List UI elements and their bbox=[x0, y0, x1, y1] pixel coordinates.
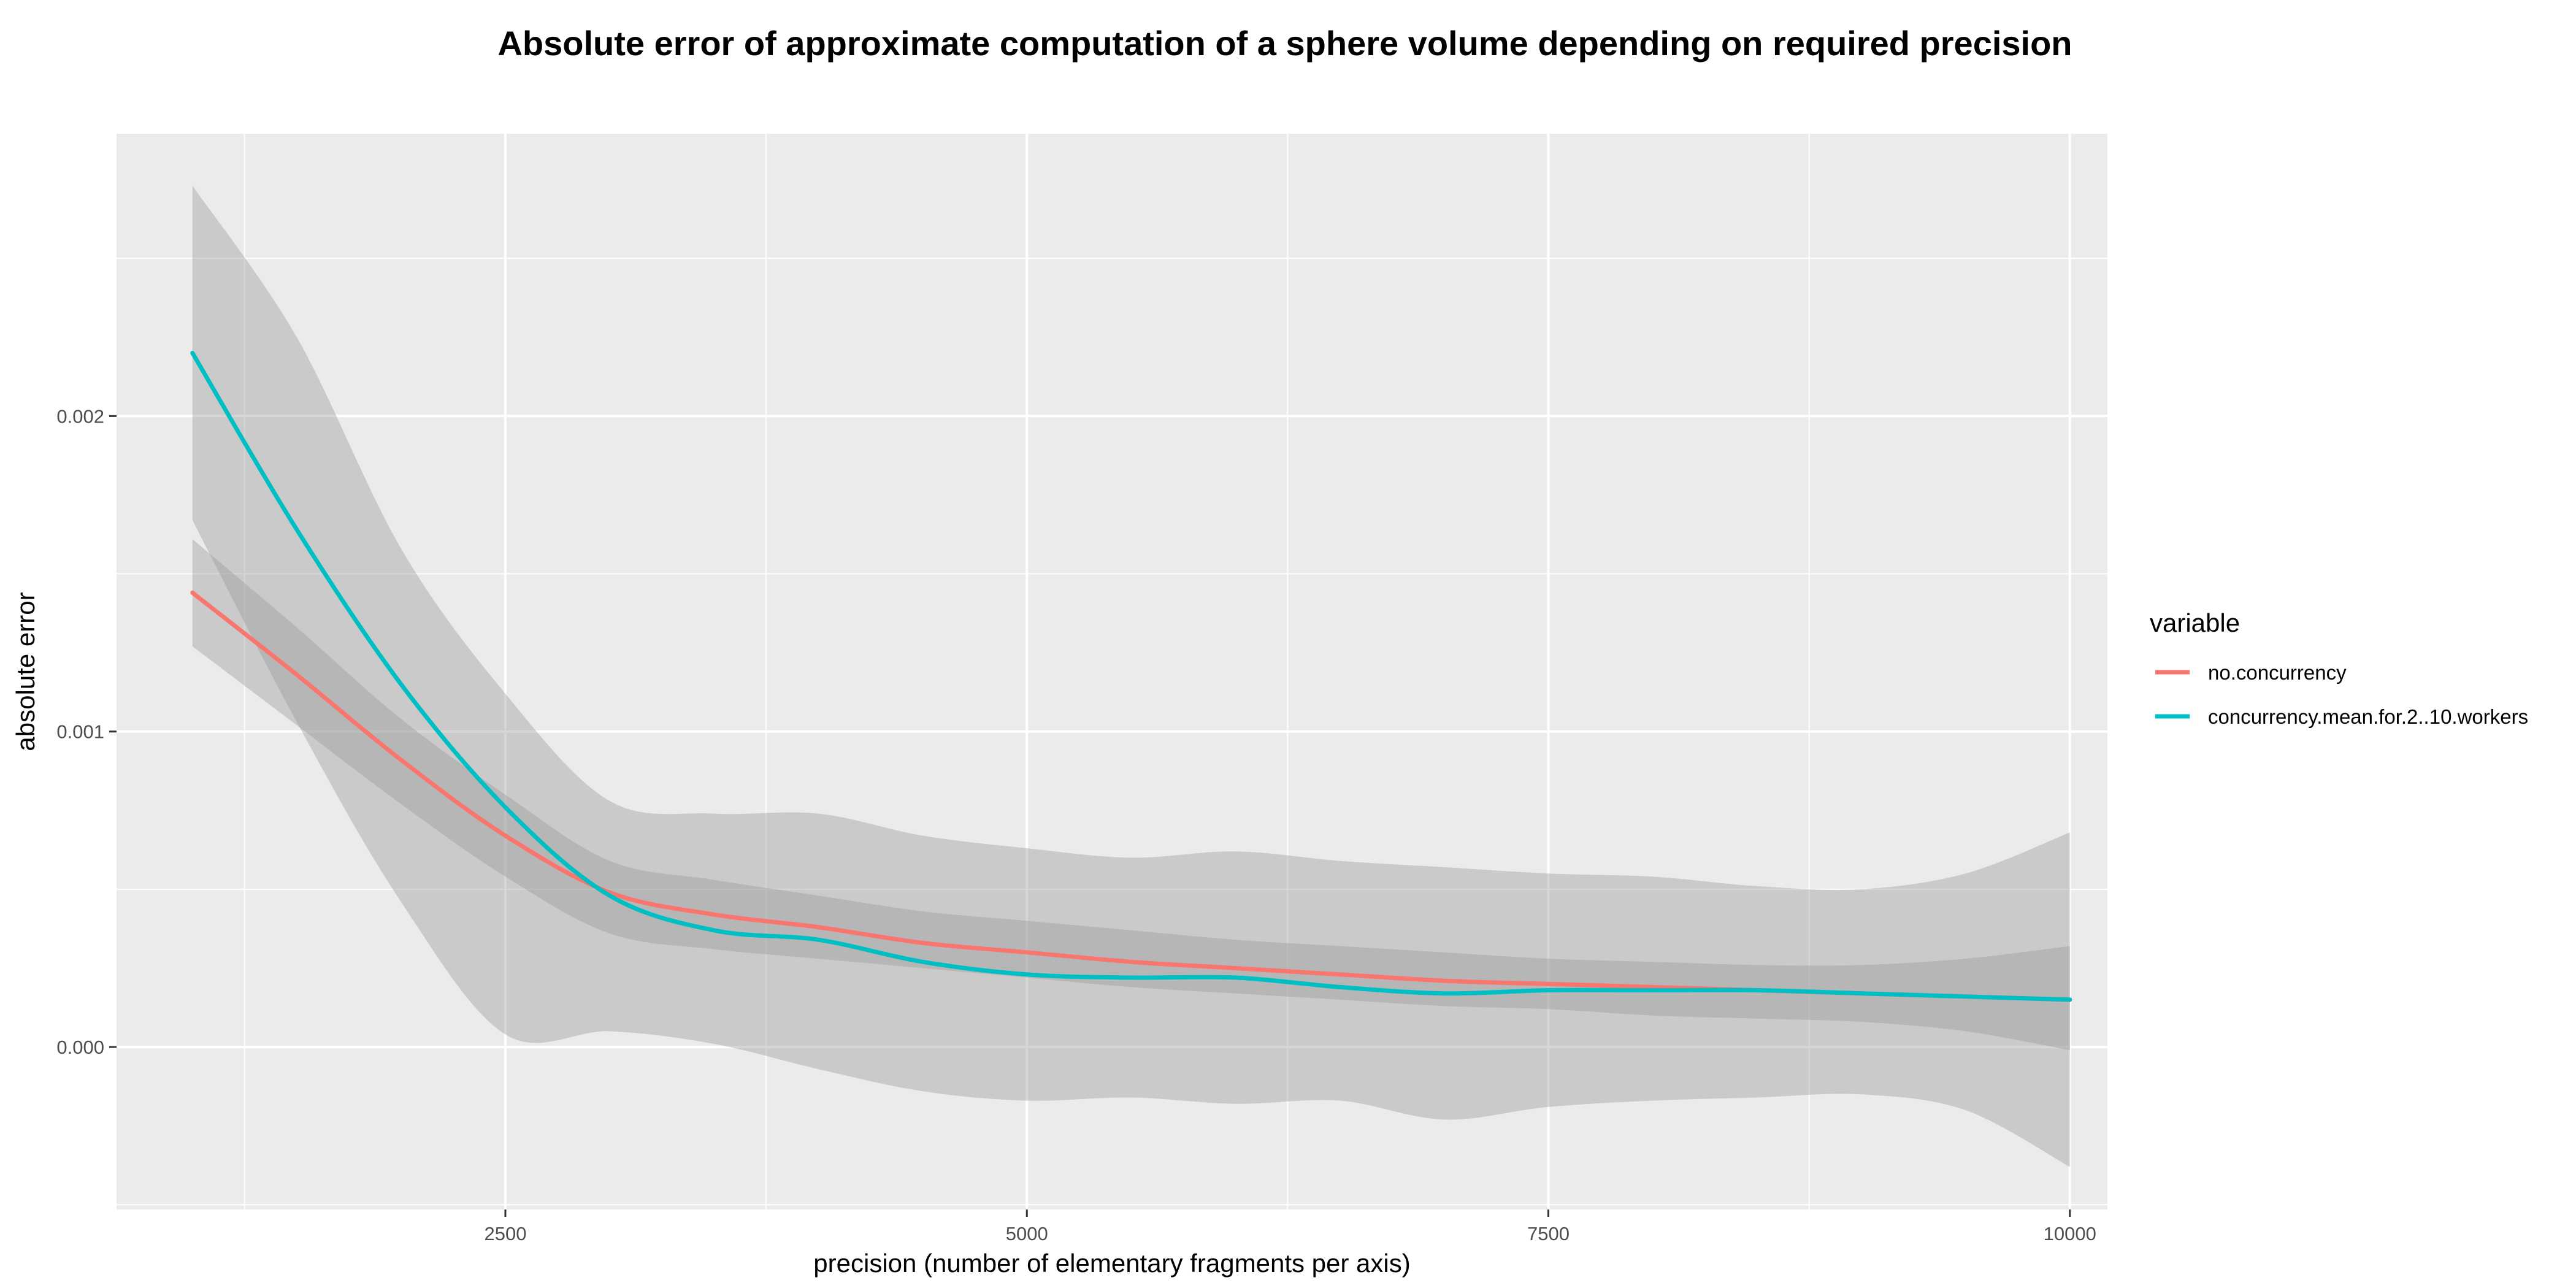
axes: 2500 5000 7500 10000 0.000 0.001 0.002 bbox=[56, 405, 2096, 1244]
confidence-ribbon bbox=[192, 539, 2070, 1051]
y-tick-label: 0.002 bbox=[56, 405, 104, 427]
x-tick-label: 10000 bbox=[2044, 1223, 2096, 1244]
chart-title: Absolute error of approximate computatio… bbox=[497, 24, 2072, 63]
x-axis-title: precision (number of elementary fragment… bbox=[813, 1249, 1410, 1278]
legend-label: no.concurrency bbox=[2208, 661, 2347, 684]
y-axis-title: absolute error bbox=[11, 592, 40, 751]
y-tick-label: 0.000 bbox=[56, 1037, 104, 1058]
y-tick-label: 0.001 bbox=[56, 721, 104, 743]
plot-panel bbox=[117, 134, 2107, 1209]
legend-title: variable bbox=[2150, 608, 2240, 637]
x-tick-label: 7500 bbox=[1527, 1223, 1570, 1244]
minor-grid bbox=[117, 134, 2107, 1209]
confidence-ribbon bbox=[192, 185, 2070, 1167]
confidence-ribbons bbox=[192, 185, 2070, 1167]
x-tick-label: 2500 bbox=[484, 1223, 526, 1244]
x-tick-label: 5000 bbox=[1006, 1223, 1048, 1244]
series-line bbox=[190, 351, 2072, 1002]
legend-label: concurrency.mean.for.2..10.workers bbox=[2208, 705, 2528, 728]
major-grid bbox=[117, 134, 2107, 1209]
series-lines bbox=[190, 351, 2072, 1002]
legend: variable no.concurrency concurrency.mean.… bbox=[2150, 608, 2528, 728]
